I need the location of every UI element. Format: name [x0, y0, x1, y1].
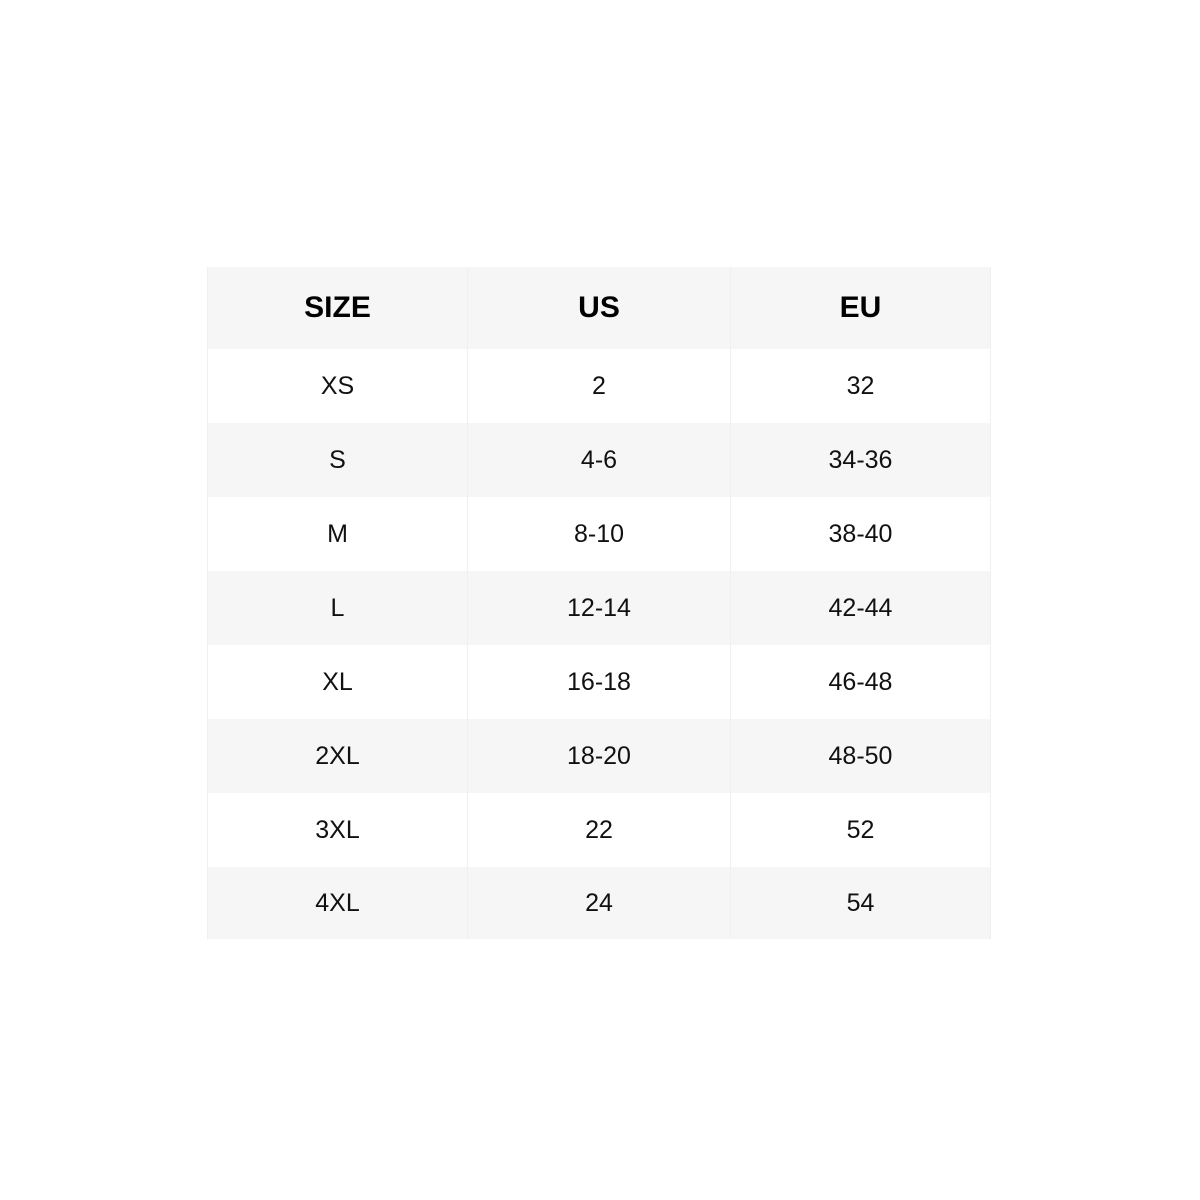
- size-cell: M: [207, 497, 468, 571]
- header-row: SIZE US EU: [207, 267, 991, 349]
- size-cell: XS: [207, 349, 468, 423]
- size-cell: 2XL: [207, 719, 468, 793]
- size-cell: XL: [207, 645, 468, 719]
- eu-cell: 38-40: [730, 497, 991, 571]
- eu-cell: 52: [730, 793, 991, 867]
- eu-cell: 46-48: [730, 645, 991, 719]
- us-cell: 8-10: [467, 497, 731, 571]
- table-row: 2XL 18-20 48-50: [207, 719, 991, 793]
- eu-cell: 32: [730, 349, 991, 423]
- size-chart-table: SIZE US EU XS 2 32 S 4-6 34-36 M 8-10 38-40 L 12-1…: [207, 267, 991, 939]
- table-row: 4XL 24 54: [207, 867, 991, 939]
- table-row: 3XL 22 52: [207, 793, 991, 867]
- us-cell: 16-18: [467, 645, 731, 719]
- eu-cell: 54: [730, 867, 991, 939]
- us-cell: 12-14: [467, 571, 731, 645]
- table-row: L 12-14 42-44: [207, 571, 991, 645]
- us-cell: 18-20: [467, 719, 731, 793]
- eu-cell: 48-50: [730, 719, 991, 793]
- header-eu: EU: [730, 267, 991, 349]
- us-cell: 4-6: [467, 423, 731, 497]
- size-cell: L: [207, 571, 468, 645]
- header-size: SIZE: [207, 267, 468, 349]
- table-row: XL 16-18 46-48: [207, 645, 991, 719]
- header-us: US: [467, 267, 731, 349]
- eu-cell: 34-36: [730, 423, 991, 497]
- table-row: S 4-6 34-36: [207, 423, 991, 497]
- table-row: XS 2 32: [207, 349, 991, 423]
- us-cell: 2: [467, 349, 731, 423]
- size-cell: S: [207, 423, 468, 497]
- us-cell: 24: [467, 867, 731, 939]
- us-cell: 22: [467, 793, 731, 867]
- size-cell: 3XL: [207, 793, 468, 867]
- eu-cell: 42-44: [730, 571, 991, 645]
- table-row: M 8-10 38-40: [207, 497, 991, 571]
- size-cell: 4XL: [207, 867, 468, 939]
